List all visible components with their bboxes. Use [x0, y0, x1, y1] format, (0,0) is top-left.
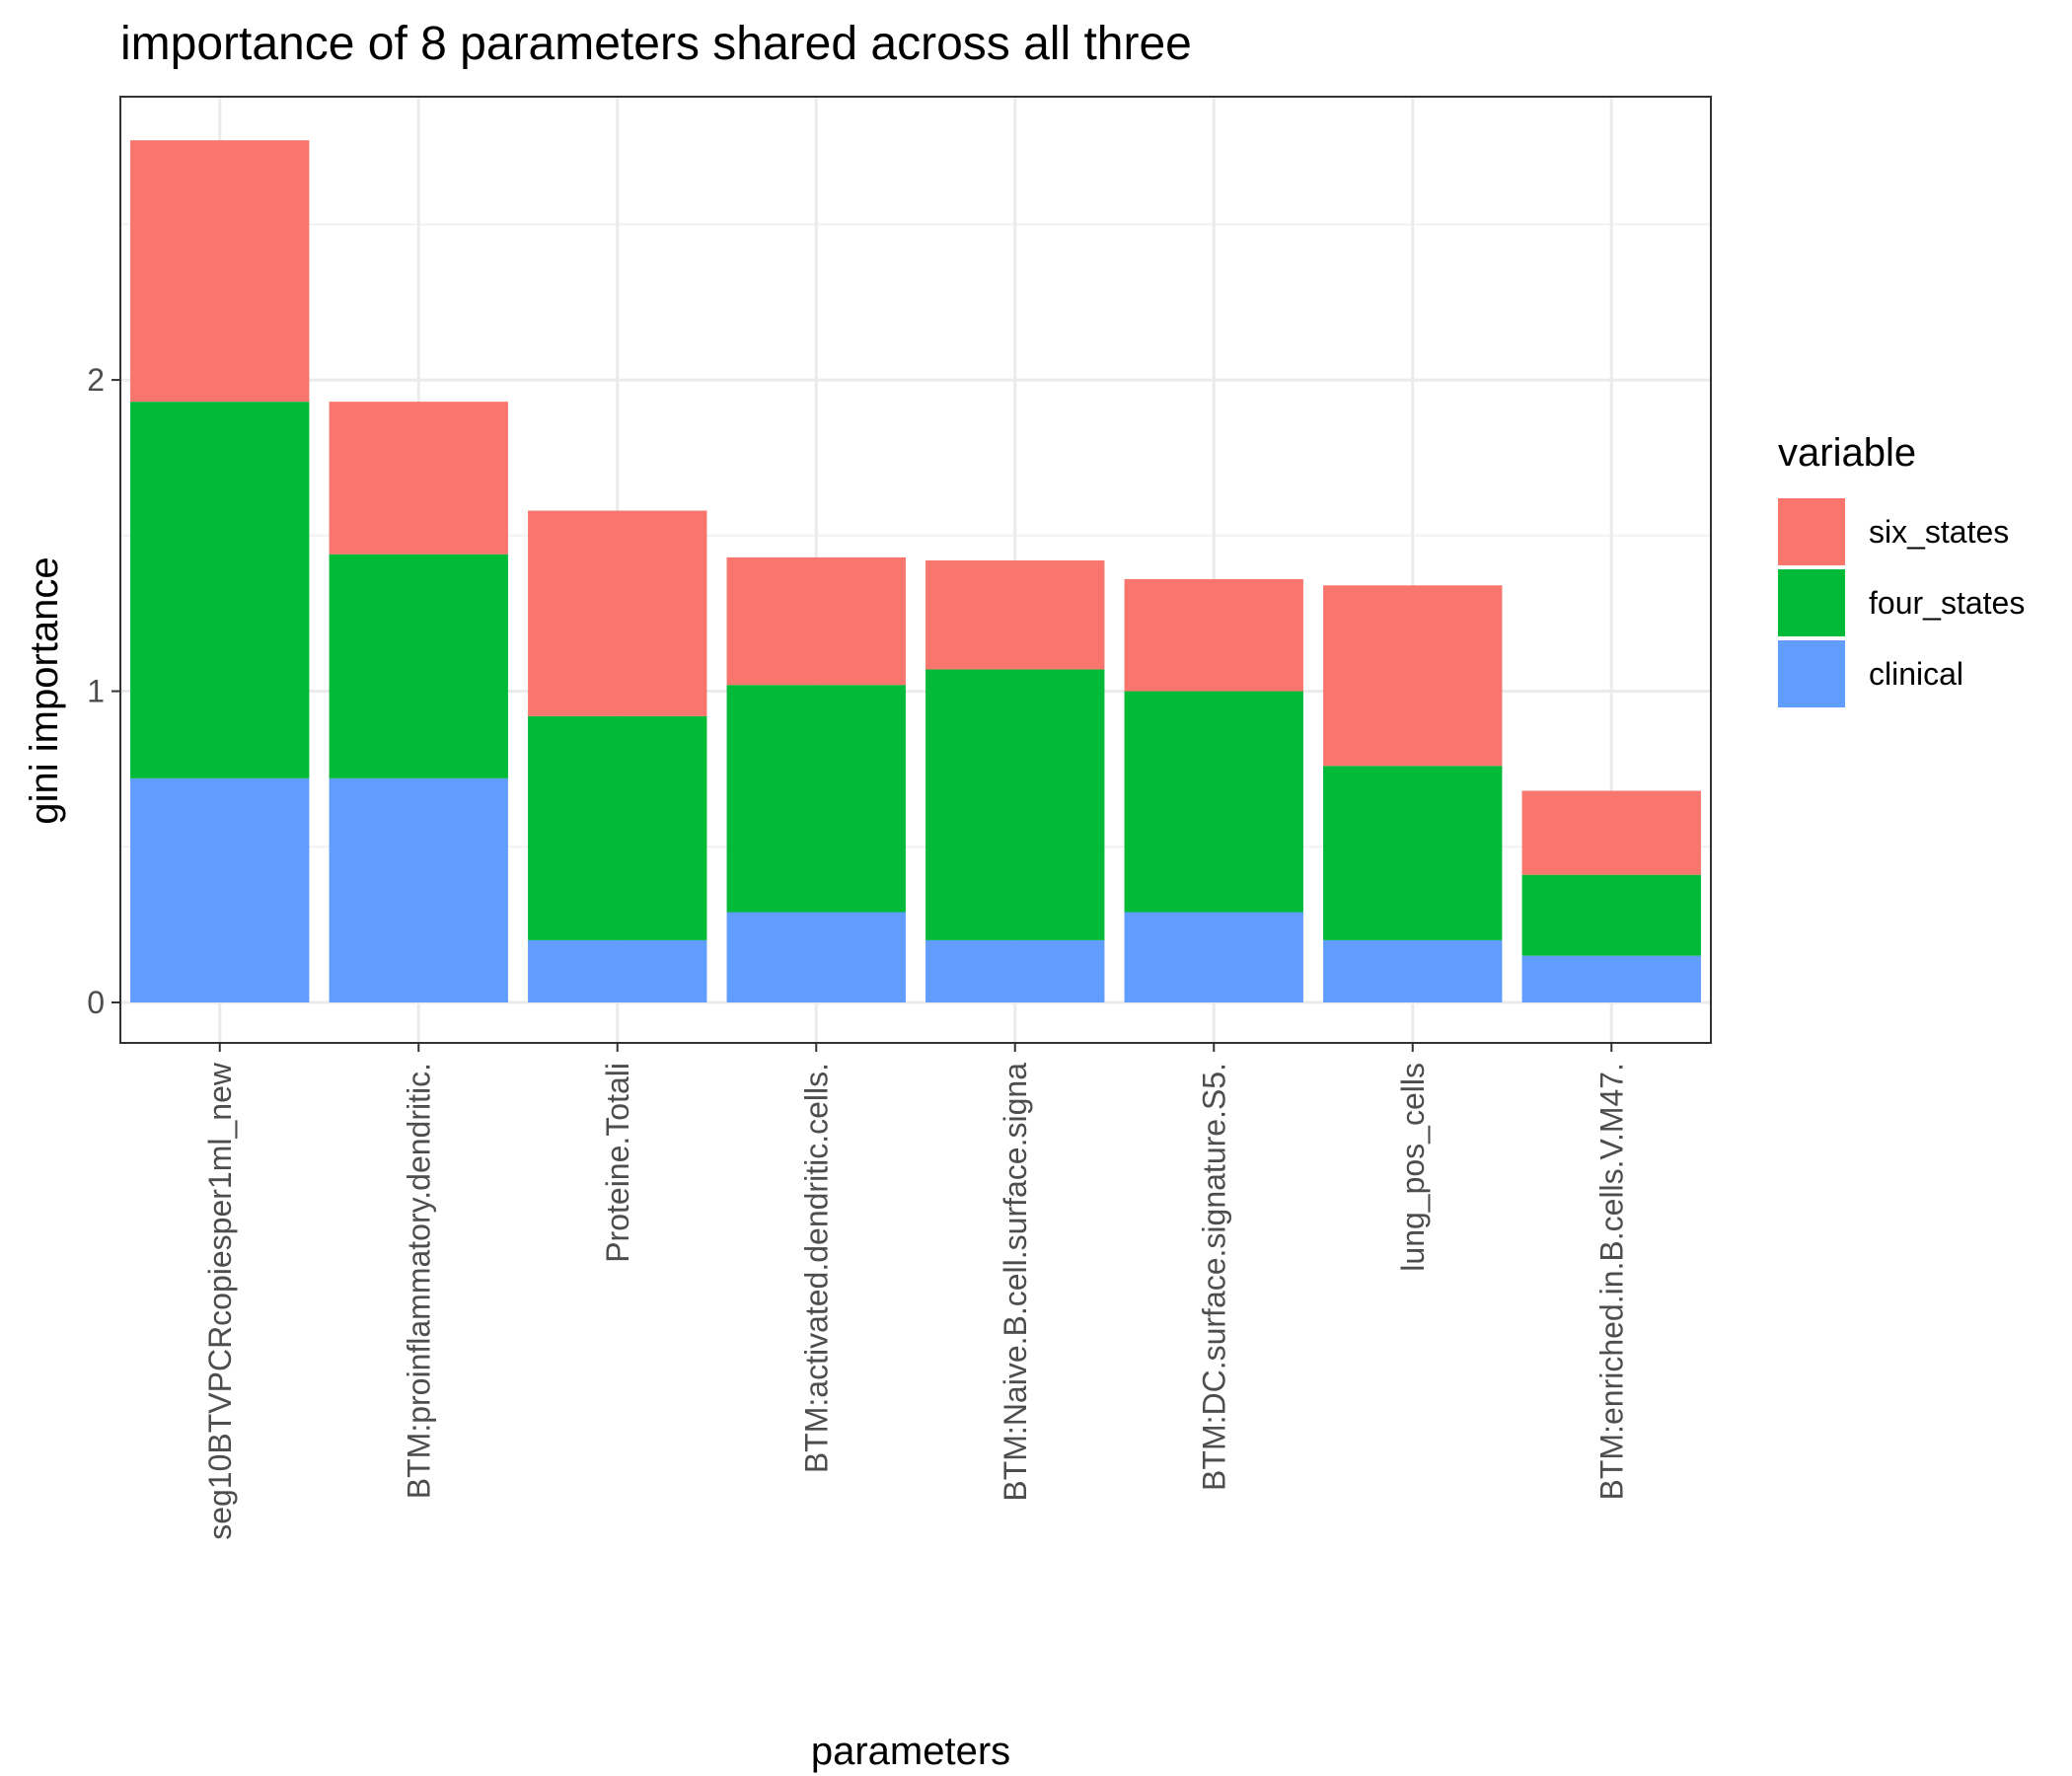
panel-border — [119, 96, 1712, 1044]
bar-segment-clinical — [1124, 912, 1303, 1002]
x-tick-label: seg10BTVPCRcopiesper1ml_new — [202, 1062, 238, 1540]
x-tick-label: BTM:Naive.B.cell.surface.signa — [998, 1063, 1033, 1502]
bar-segment-six_states — [925, 560, 1105, 670]
bar-segment-six_states — [528, 510, 707, 716]
bar-segment-six_states — [1124, 578, 1303, 692]
bar-segment-clinical — [726, 912, 906, 1002]
bar-segment-clinical — [1323, 939, 1503, 1002]
legend-swatch-clinical — [1778, 640, 1845, 707]
bar-segment-four_states — [1323, 766, 1503, 940]
legend-label-four_states: four_states — [1869, 585, 2025, 621]
bar-segment-clinical — [329, 777, 508, 1002]
bar-segment-four_states — [528, 715, 707, 940]
legend-label-six_states: six_states — [1869, 514, 2009, 550]
legend-label-clinical: clinical — [1869, 656, 1963, 692]
x-tick-label: BTM:proinflammatory.dendritic. — [401, 1063, 436, 1499]
y-tick-label: 0 — [87, 985, 105, 1020]
y-axis-title: gini importance — [23, 556, 66, 824]
bar-segment-four_states — [1521, 874, 1701, 956]
bar-segment-four_states — [925, 669, 1105, 940]
y-axis: 0 1 2 — [87, 362, 120, 1020]
chart-title: importance of 8 parameters shared across… — [120, 18, 1192, 70]
bar-segment-six_states — [130, 140, 310, 403]
y-tick-label: 1 — [87, 674, 105, 709]
bars — [130, 140, 1701, 1002]
bar-segment-four_states — [1124, 691, 1303, 913]
x-tick-label: lung_pos_cells — [1395, 1063, 1431, 1272]
x-tick-label: Proteine.Totali — [600, 1063, 635, 1263]
bar-segment-six_states — [1323, 585, 1503, 767]
bar-segment-four_states — [130, 402, 310, 778]
bar-segment-four_states — [329, 554, 508, 778]
x-tick-label: BTM:activated.dendritic.cells. — [798, 1063, 834, 1473]
bar-segment-six_states — [1521, 790, 1701, 875]
legend: variable six_states four_states clinical — [1778, 431, 2025, 707]
x-tick-label: BTM:DC.surface.signature.S5. — [1196, 1063, 1231, 1491]
legend-title: variable — [1778, 431, 1916, 475]
y-tick-label: 2 — [87, 362, 105, 398]
bar-segment-four_states — [726, 685, 906, 913]
bar-segment-six_states — [329, 402, 508, 555]
x-tick-label: BTM:enriched.in.B.cells.V.M47. — [1593, 1063, 1629, 1500]
bar-segment-clinical — [528, 939, 707, 1002]
bar-segment-clinical — [1521, 955, 1701, 1002]
bar-segment-clinical — [925, 939, 1105, 1002]
bar-segment-clinical — [130, 777, 310, 1002]
x-axis-title: parameters — [811, 1730, 1010, 1773]
bar-segment-six_states — [726, 556, 906, 686]
x-axis: seg10BTVPCRcopiesper1ml_new BTM:proinflam… — [202, 1043, 1629, 1540]
legend-swatch-six_states — [1778, 498, 1845, 565]
legend-swatch-four_states — [1778, 569, 1845, 636]
